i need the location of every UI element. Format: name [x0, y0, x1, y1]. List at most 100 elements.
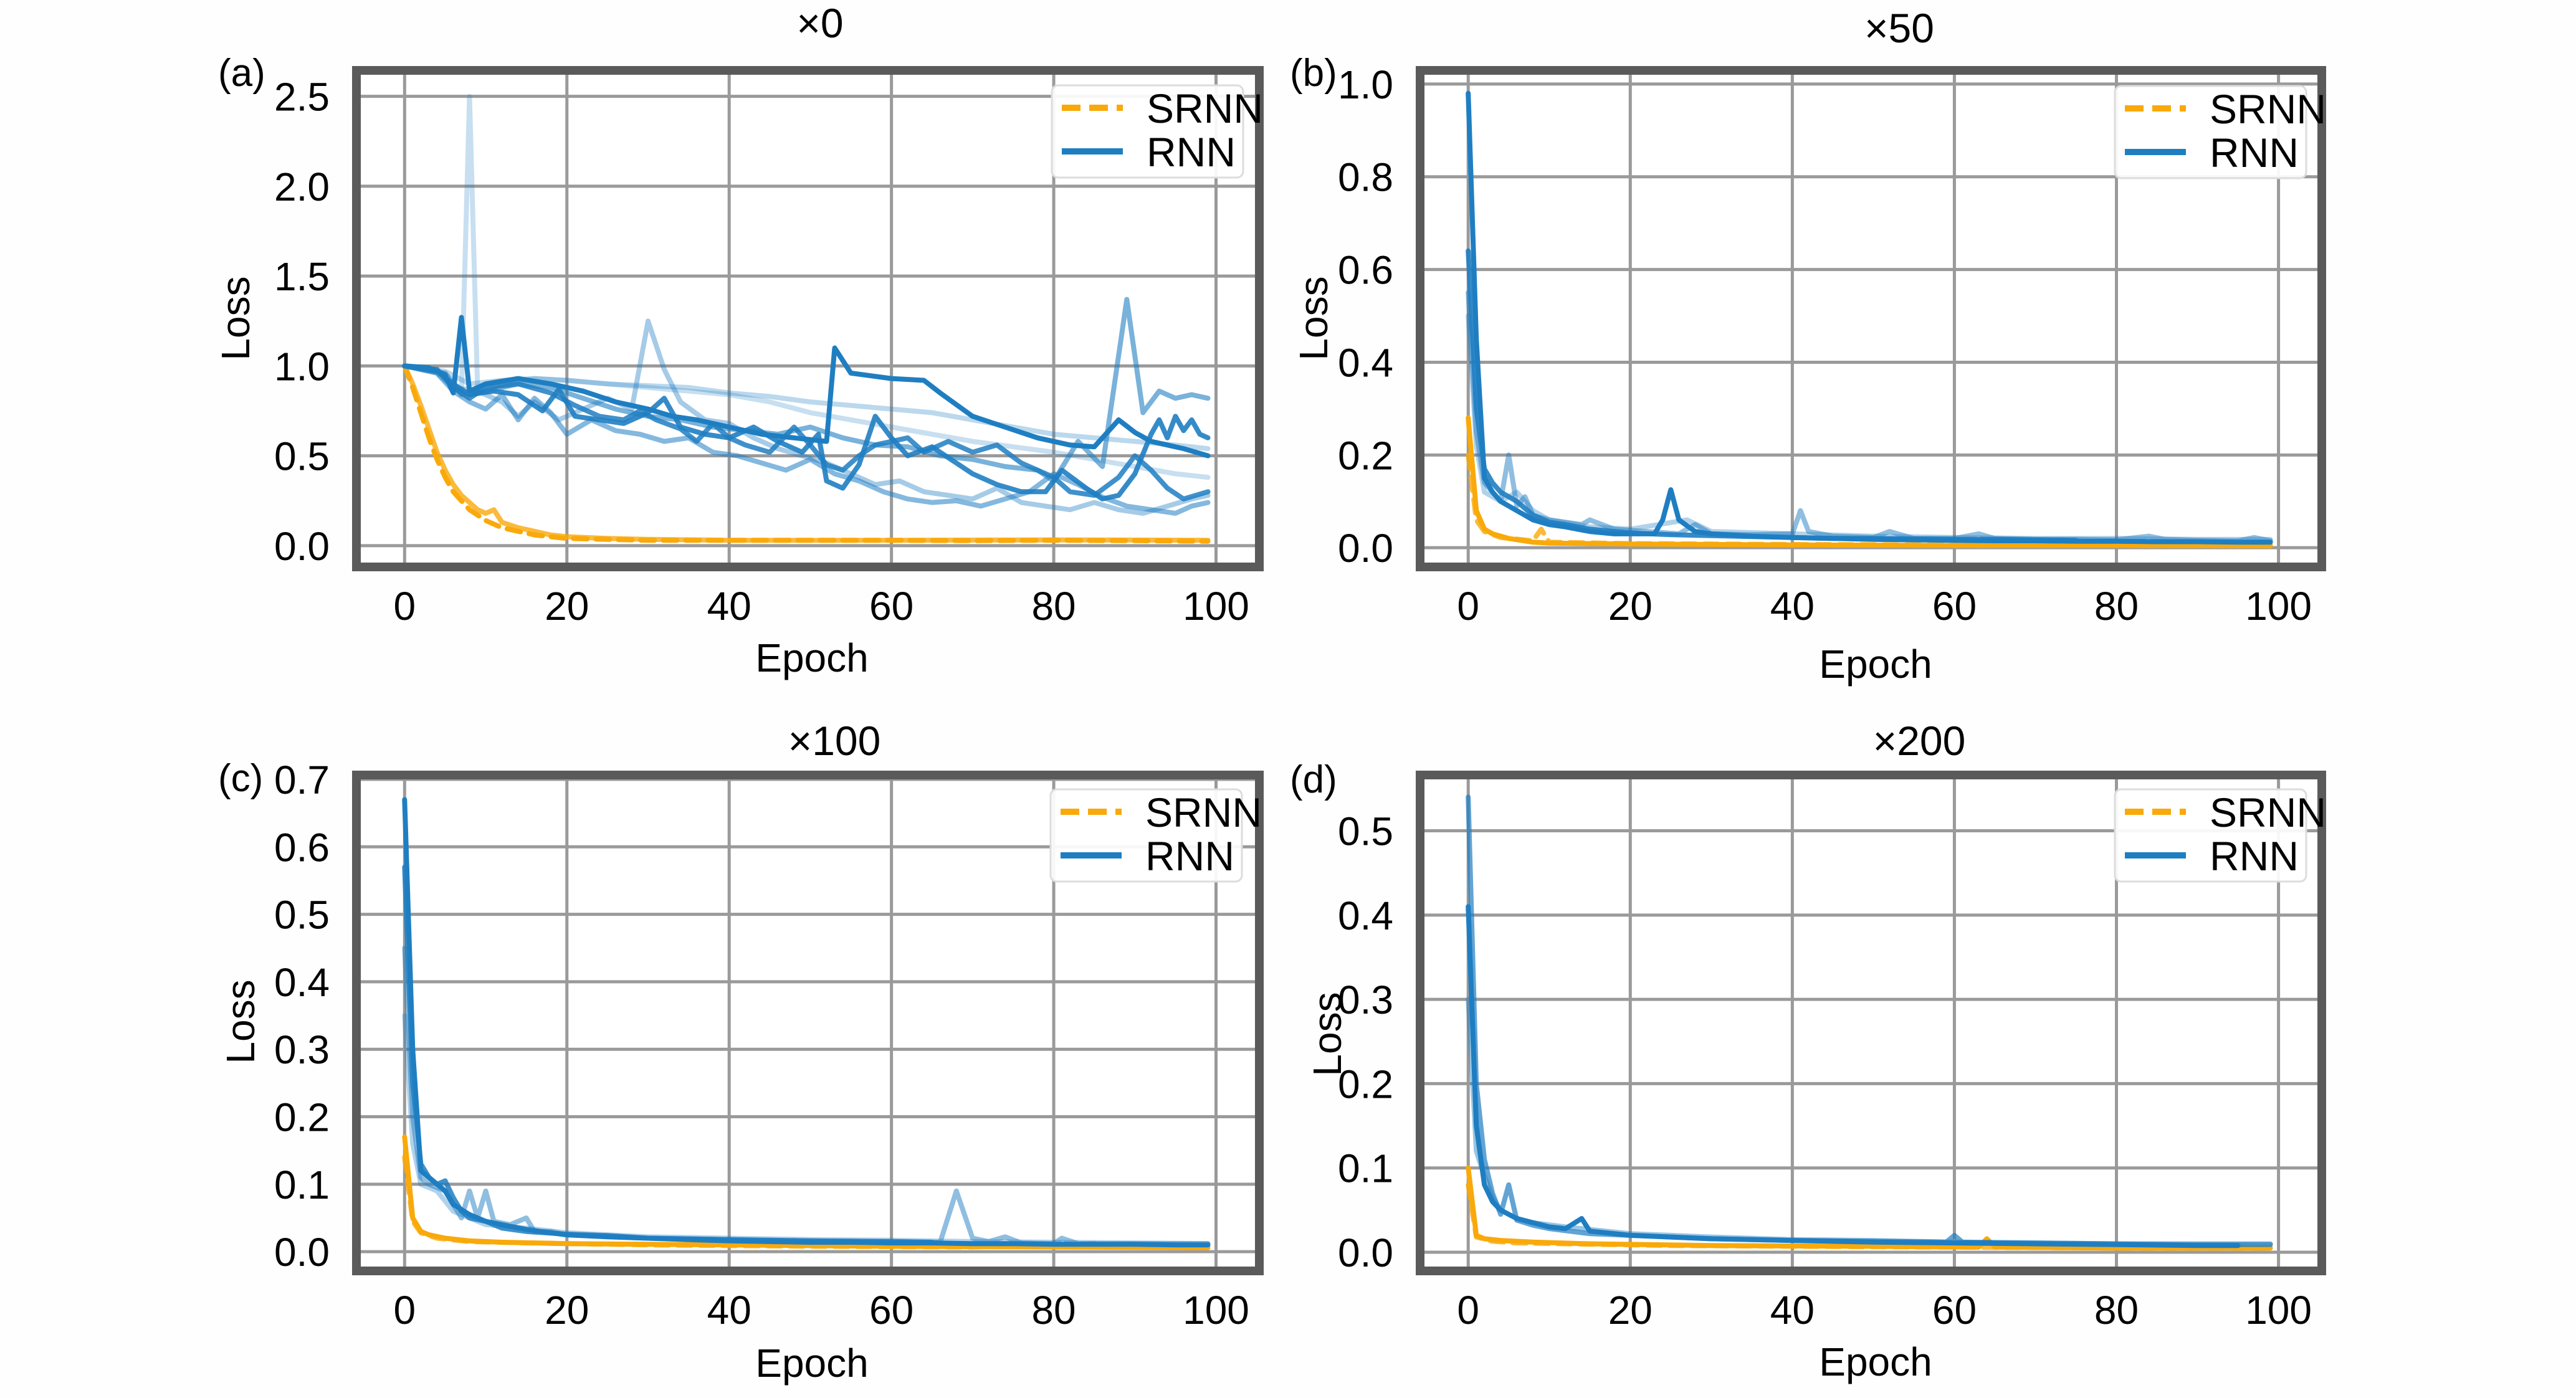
x-tick-label: 0	[1457, 584, 1479, 629]
panel-a: (a) ×0 Loss Epoch 0 20 40 60 80 100 0.0 0.5 1.0 1…	[213, 0, 1264, 680]
y-tick-label: 0.5	[1338, 809, 1393, 854]
tick-labels: 0 20 40 60 80 100 0.0 0.5 1.0 1.5 2.0 2.5	[274, 75, 1249, 629]
x-tick-label: 40	[707, 584, 751, 629]
y-axis-label: Loss	[213, 276, 258, 360]
x-tick-label: 80	[1031, 1288, 1076, 1333]
srnn-series-line	[1466, 1182, 2273, 1251]
panel-label: (b)	[1290, 52, 1337, 95]
rnn-series-line	[402, 93, 1211, 480]
x-tick-label: 60	[1932, 584, 1977, 629]
y-tick-label: 1.0	[274, 344, 330, 389]
y-tick-label: 0.4	[274, 960, 330, 1005]
srnn-series-line	[402, 363, 1211, 543]
x-axis-label: Epoch	[755, 635, 868, 680]
y-tick-label: 0.2	[274, 1095, 330, 1140]
y-axis-label: Loss	[1305, 992, 1350, 1076]
axes-frame	[1416, 66, 2326, 571]
y-tick-label: 0.1	[1338, 1146, 1393, 1191]
panel-c: (c) ×100 Loss Epoch 0 20 40 60 80 100 0.0 0.1 0.…	[218, 718, 1264, 1386]
rnn-series-line	[1466, 794, 2273, 1247]
x-tick-label: 100	[1183, 584, 1249, 629]
x-tick-label: 20	[1608, 1288, 1653, 1333]
y-tick-label: 1.0	[1338, 62, 1393, 107]
panel-title: ×200	[1873, 718, 1966, 764]
tick-labels: 0 20 40 60 80 100 0.0 0.2 0.4 0.6 0.8 1.0	[1338, 62, 2312, 629]
x-tick-label: 80	[2094, 1288, 2139, 1333]
y-tick-label: 0.2	[1338, 433, 1393, 478]
panel-title: ×0	[796, 0, 843, 46]
x-axis-label: Epoch	[755, 1341, 868, 1386]
x-tick-label: 0	[394, 1288, 416, 1333]
y-tick-label: 0.4	[1338, 893, 1393, 938]
panel-label: (a)	[218, 52, 265, 95]
y-tick-label: 0.2	[1338, 1062, 1393, 1106]
y-tick-label: 0.3	[274, 1027, 330, 1072]
y-tick-label: 0.5	[274, 434, 330, 479]
rnn-series-line	[402, 363, 1211, 516]
x-tick-label: 0	[1457, 1288, 1479, 1333]
rnn-series-line	[1466, 290, 2273, 543]
rnn-legend-label: RNN	[1145, 833, 1234, 879]
rnn-series-line	[402, 363, 1211, 502]
rnn-series-line	[402, 945, 1211, 1247]
rnn-series-line	[1466, 313, 2273, 542]
x-tick-label: 20	[545, 1288, 589, 1333]
x-tick-label: 40	[707, 1288, 751, 1333]
x-tick-label: 100	[2245, 1288, 2312, 1333]
y-tick-label: 0.0	[274, 524, 330, 569]
series-group	[402, 797, 1211, 1250]
axes-frame	[352, 66, 1264, 571]
x-tick-label: 60	[1932, 1288, 1977, 1333]
srnn-legend-label: SRNN	[1147, 85, 1263, 131]
y-tick-label: 0.0	[1338, 526, 1393, 571]
y-tick-label: 0.0	[274, 1230, 330, 1275]
rnn-series-line	[402, 297, 1211, 483]
srnn-legend-label: SRNN	[1145, 789, 1262, 835]
srnn-series-line	[402, 1154, 1211, 1250]
x-axis-label: Epoch	[1819, 642, 1932, 687]
x-tick-label: 40	[1770, 1288, 1815, 1333]
rnn-series-line	[402, 318, 1211, 516]
tick-labels: 0 20 40 60 80 100 0.0 0.1 0.2 0.3 0.4 0.5 0.6 0.7	[274, 758, 1249, 1333]
srnn-legend-label: SRNN	[2210, 789, 2326, 835]
y-tick-label: 0.5	[274, 893, 330, 938]
y-tick-label: 0.1	[274, 1163, 330, 1207]
panel-b: (b) ×50 Loss Epoch 0 20 40 60 80 100 0.0 0.2 0.4…	[1290, 5, 2326, 687]
rnn-series-line	[402, 1013, 1211, 1247]
y-tick-label: 2.0	[274, 164, 330, 209]
x-tick-label: 80	[1031, 584, 1076, 629]
plot-area: 0 20 40 60 80 100 0.0 0.1 0.2 0.3 0.4 0.5 0.6 0.7 SRNN…	[274, 758, 1264, 1333]
series-group	[402, 93, 1211, 544]
y-tick-label: 0.6	[1338, 248, 1393, 293]
y-tick-label: 0.7	[274, 758, 330, 802]
x-tick-label: 60	[869, 584, 914, 629]
panel-title: ×50	[1864, 5, 1934, 51]
axes-frame	[352, 771, 1264, 1275]
srnn-legend-label: SRNN	[2210, 86, 2326, 132]
rnn-series-line	[1466, 997, 2273, 1247]
series-group	[1466, 90, 2273, 549]
y-tick-label: 0.3	[1338, 977, 1393, 1022]
x-tick-label: 0	[394, 584, 416, 629]
rnn-legend-label: RNN	[2210, 833, 2299, 879]
x-tick-label: 100	[2245, 584, 2312, 629]
x-tick-label: 80	[2094, 584, 2139, 629]
x-tick-label: 20	[545, 584, 589, 629]
rnn-legend-label: RNN	[2210, 130, 2299, 176]
rnn-series-line	[402, 363, 1211, 452]
panel-label: (d)	[1290, 758, 1337, 801]
panel-title: ×100	[788, 718, 881, 764]
srnn-series-line	[1466, 452, 2273, 548]
y-axis-label: Loss	[1291, 276, 1336, 360]
axes-frame	[1416, 771, 2326, 1275]
y-tick-label: 1.5	[274, 254, 330, 299]
y-tick-label: 0.6	[274, 825, 330, 870]
